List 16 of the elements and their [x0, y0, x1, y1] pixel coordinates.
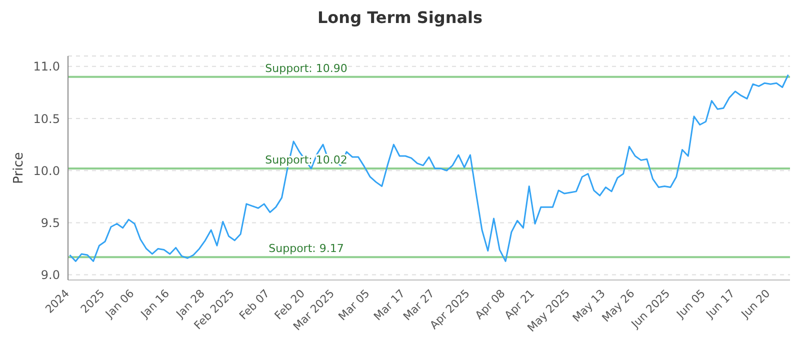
- ref-line-label: Support: 10.90: [265, 62, 348, 75]
- x-tick-label: Mar 05: [336, 286, 372, 324]
- line-series: [69, 74, 789, 262]
- chart-title: Long Term Signals: [316, 8, 484, 29]
- y-tick-label: 10.5: [33, 112, 60, 126]
- y-tick-label: 10.0: [33, 164, 60, 178]
- y-tick-label: 9.5: [40, 216, 60, 230]
- x-tick-label: Feb 07: [236, 286, 272, 322]
- y-tick-label: 9.0: [40, 268, 60, 282]
- x-tick-label: Jun 20: [738, 286, 773, 322]
- x-tick-label: Jan 06: [102, 286, 137, 322]
- ref-line-label: Support: 9.17: [268, 242, 344, 256]
- x-tick-label: Jun 05: [673, 286, 708, 322]
- x-tick-label: Jan 16: [138, 286, 172, 322]
- y-tick-label: 11.0: [33, 60, 60, 74]
- y-axis-title: Price: [12, 152, 27, 184]
